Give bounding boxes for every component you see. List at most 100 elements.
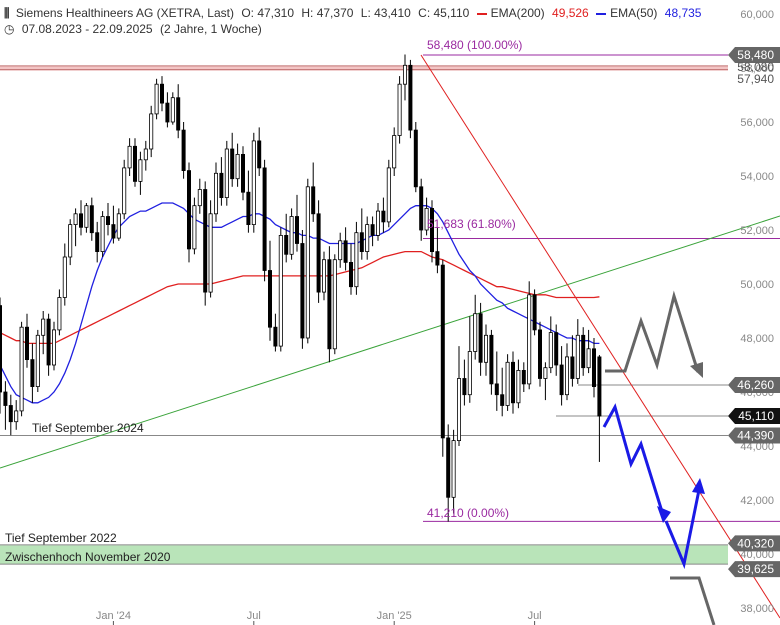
y-tick-label: 52,000 bbox=[740, 225, 774, 237]
candle-body bbox=[489, 334, 494, 385]
candle-body bbox=[181, 129, 186, 172]
price-tag-label: 58,480 bbox=[737, 48, 774, 62]
price-tag-bg bbox=[728, 561, 780, 578]
clock-icon: ◷ bbox=[4, 22, 15, 36]
candle-body bbox=[565, 356, 570, 396]
instrument-title: Siemens Healthineers AG (XETRA, Last) bbox=[15, 6, 234, 20]
candle-body bbox=[543, 367, 548, 379]
price-tag-58080: 58,080 bbox=[737, 60, 774, 74]
price-tag-bg bbox=[728, 376, 780, 393]
ema50-swatch bbox=[596, 12, 607, 15]
candle-body bbox=[359, 232, 364, 252]
candle-body bbox=[159, 83, 164, 104]
candle-body bbox=[240, 153, 245, 193]
candle-body bbox=[208, 213, 213, 293]
candle-body bbox=[84, 205, 89, 228]
candle-body bbox=[424, 207, 429, 231]
candle-body bbox=[278, 234, 283, 347]
candle-body bbox=[246, 191, 251, 225]
candle-body bbox=[24, 326, 29, 361]
ema200-swatch bbox=[476, 12, 487, 15]
candle-body bbox=[300, 243, 305, 339]
price-tag-label: 39,625 bbox=[737, 562, 774, 576]
candle-body bbox=[52, 329, 57, 366]
price-tag-58480: 58,480 bbox=[728, 47, 780, 64]
bearish-scenario-path bbox=[602, 403, 666, 519]
label-tief-september-2024: Tief September 2024 bbox=[32, 421, 144, 435]
candle-body bbox=[176, 97, 181, 131]
candle-body bbox=[386, 167, 391, 223]
candle-body bbox=[116, 213, 121, 239]
candle-body bbox=[451, 440, 456, 498]
candle-body bbox=[68, 224, 73, 258]
candle-body bbox=[446, 437, 451, 498]
price-tag-39625: 39,625 bbox=[728, 561, 780, 578]
fib-label-100: 58,480 (100.00%) bbox=[427, 38, 522, 52]
candle-body bbox=[122, 167, 127, 215]
low-value: L: 43,410 bbox=[360, 6, 411, 20]
candle-body bbox=[89, 205, 94, 234]
candle-body bbox=[467, 351, 472, 396]
candle-body bbox=[375, 210, 380, 236]
y-tick-label: 38,000 bbox=[740, 603, 774, 615]
candle-body bbox=[440, 264, 445, 439]
candle-body bbox=[19, 326, 24, 412]
high-value: H: 47,370 bbox=[301, 6, 354, 20]
candle-body bbox=[79, 213, 84, 228]
candle-body bbox=[273, 326, 278, 347]
candle-body bbox=[170, 97, 175, 123]
candle-body bbox=[30, 359, 35, 388]
candle-body bbox=[0, 305, 3, 393]
candle-body bbox=[592, 348, 597, 387]
candle-body bbox=[402, 64, 407, 85]
x-tick-label: Jan '24 bbox=[96, 610, 131, 622]
price-tag-bg bbox=[728, 47, 780, 64]
candle-body bbox=[392, 135, 397, 169]
candle-body bbox=[408, 64, 413, 131]
rebound-scenario-path bbox=[664, 484, 702, 570]
candle-body bbox=[348, 261, 353, 288]
y-tick-label: 40,000 bbox=[740, 549, 774, 561]
x-tick-label: Jan '25 bbox=[377, 610, 412, 622]
candle-body bbox=[230, 148, 235, 180]
candle-body bbox=[294, 216, 299, 244]
chart-header-row-1: ⫼ Siemens Healthineers AG (XETRA, Last) … bbox=[4, 6, 705, 21]
candle-body bbox=[505, 361, 510, 406]
interval-info: (2 Jahre, 1 Woche) bbox=[159, 22, 262, 36]
price-tag-label: 45,110 bbox=[738, 409, 774, 423]
candle-body bbox=[41, 318, 46, 336]
fib-label-0: 41,210 (0.00%) bbox=[427, 506, 509, 520]
candle-body bbox=[165, 102, 170, 123]
candle-body bbox=[111, 224, 116, 239]
close-value: C: 45,110 bbox=[418, 6, 470, 20]
candle-body bbox=[311, 186, 316, 215]
candle-body bbox=[262, 167, 267, 271]
candle-body bbox=[267, 270, 272, 328]
y-tick-label: 56,000 bbox=[740, 117, 774, 129]
y-axis: 38,00040,00042,00044,00046,00048,00050,0… bbox=[740, 9, 774, 615]
candle-body bbox=[570, 356, 575, 379]
price-tag-label: 44,390 bbox=[737, 428, 774, 442]
candle-body bbox=[548, 332, 553, 369]
price-tag-46260: 46,260 bbox=[728, 376, 780, 393]
candle-body bbox=[3, 391, 8, 406]
candle-body bbox=[219, 172, 224, 199]
resistance-zone bbox=[0, 65, 728, 71]
candle-body bbox=[197, 189, 202, 207]
downtrend-line bbox=[420, 54, 780, 619]
candle-body bbox=[143, 148, 148, 161]
candle-body bbox=[527, 294, 532, 385]
candle-body bbox=[575, 334, 580, 379]
price-tag-label: 57,940 bbox=[737, 72, 774, 86]
candle-body bbox=[203, 189, 208, 293]
candle-body bbox=[494, 383, 499, 396]
candle-body bbox=[46, 318, 51, 366]
candle-body bbox=[381, 210, 386, 223]
candle-body bbox=[429, 207, 434, 252]
candle-body bbox=[559, 364, 564, 396]
candle-body bbox=[35, 334, 40, 387]
candle-body bbox=[62, 256, 67, 298]
candle-body bbox=[483, 334, 488, 363]
y-tick-label: 48,000 bbox=[740, 333, 774, 345]
candle-body bbox=[284, 234, 289, 255]
